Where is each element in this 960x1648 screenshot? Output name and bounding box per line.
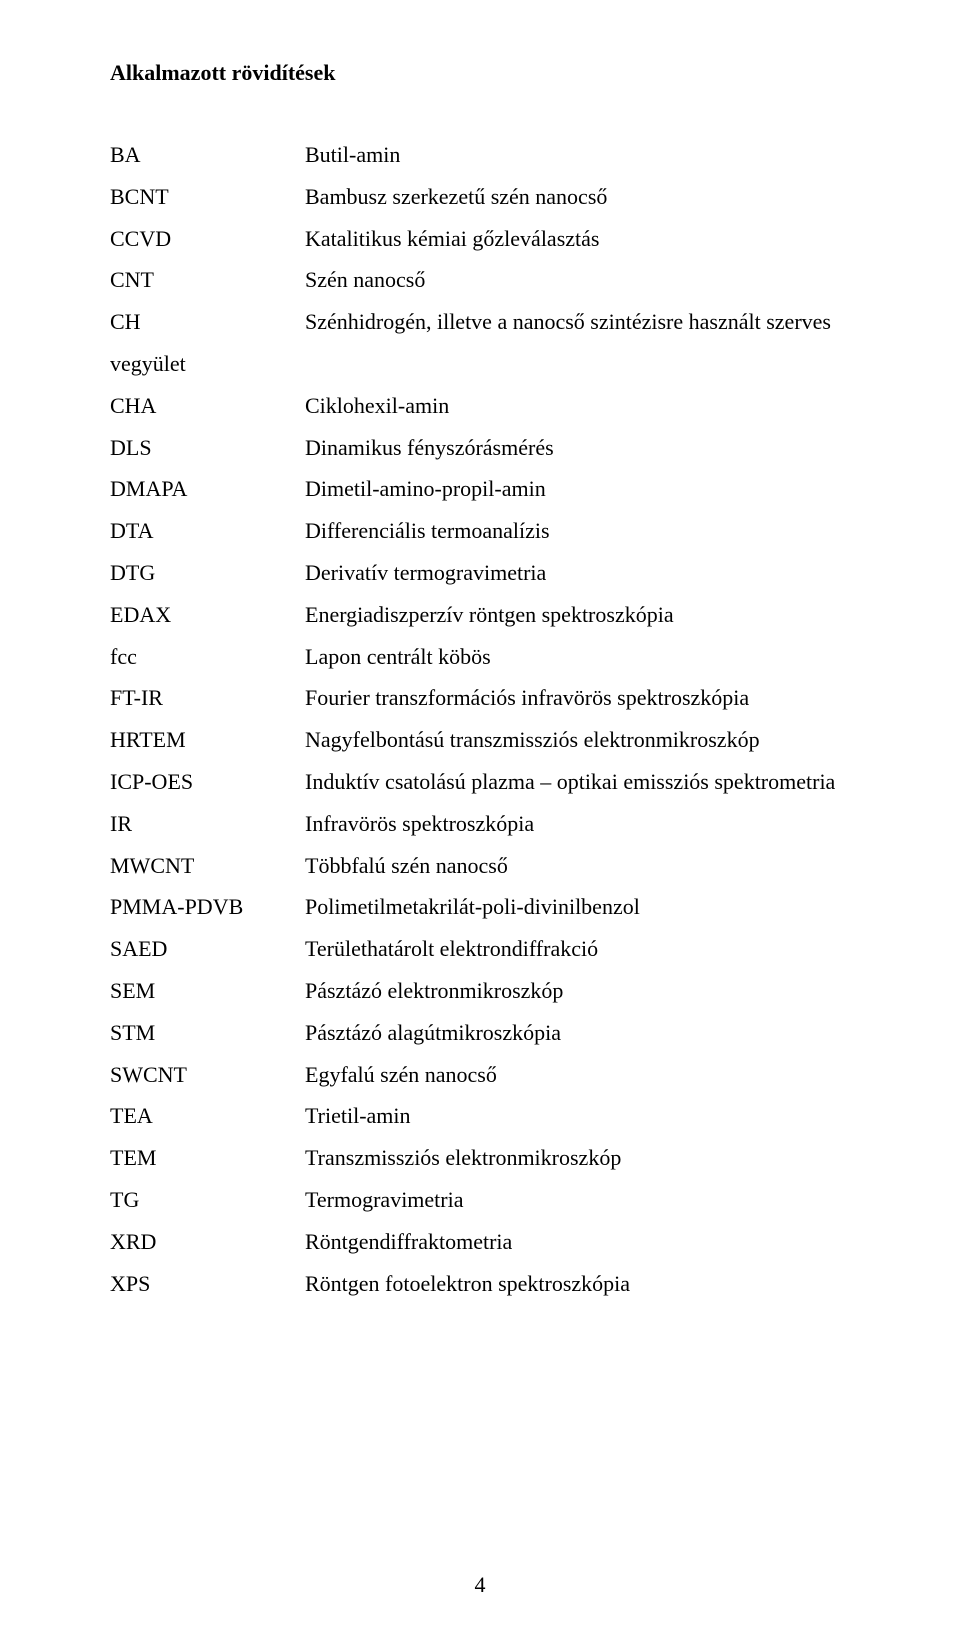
abbreviation-term: CHA [110, 385, 305, 427]
abbreviation-row: CCVDKatalitikus kémiai gőzleválasztás [110, 218, 850, 260]
abbreviation-term: HRTEM [110, 719, 305, 761]
abbreviation-definition: Dinamikus fényszórásmérés [305, 427, 850, 469]
page-number: 4 [0, 1572, 960, 1598]
abbreviation-term: BCNT [110, 176, 305, 218]
abbreviation-definition: Dimetil-amino-propil-amin [305, 468, 850, 510]
abbreviation-row: TEMTranszmissziós elektronmikroszkóp [110, 1137, 850, 1179]
abbreviation-row: DMAPADimetil-amino-propil-amin [110, 468, 850, 510]
abbreviation-term: SWCNT [110, 1054, 305, 1096]
abbreviation-definition: Infravörös spektroszkópia [305, 803, 850, 845]
abbreviation-definition: Katalitikus kémiai gőzleválasztás [305, 218, 850, 260]
abbreviation-definition: Transzmissziós elektronmikroszkóp [305, 1137, 850, 1179]
abbreviation-row: fccLapon centrált köbös [110, 636, 850, 678]
abbreviation-definition: Pásztázó alagútmikroszkópia [305, 1012, 850, 1054]
abbreviation-row: DTGDerivatív termogravimetria [110, 552, 850, 594]
abbreviation-row: SEMPásztázó elektronmikroszkóp [110, 970, 850, 1012]
abbreviation-term: FT-IR [110, 677, 305, 719]
abbreviation-row: CHSzénhidrogén, illetve a nanocső szinté… [110, 301, 850, 343]
abbreviation-term: fcc [110, 636, 305, 678]
abbreviation-term: SAED [110, 928, 305, 970]
abbreviation-term: XRD [110, 1221, 305, 1263]
abbreviation-definition: Derivatív termogravimetria [305, 552, 850, 594]
abbreviation-definition: Induktív csatolású plazma – optikai emis… [305, 761, 850, 803]
abbreviation-row: IRInfravörös spektroszkópia [110, 803, 850, 845]
abbreviation-term: DLS [110, 427, 305, 469]
abbreviation-definition: Többfalú szén nanocső [305, 845, 850, 887]
abbreviation-definition: Differenciális termoanalízis [305, 510, 850, 552]
abbreviation-definition: Ciklohexil-amin [305, 385, 850, 427]
abbreviation-term: BA [110, 134, 305, 176]
abbreviation-row: STMPásztázó alagútmikroszkópia [110, 1012, 850, 1054]
abbreviation-row: ICP-OESInduktív csatolású plazma – optik… [110, 761, 850, 803]
abbreviation-row: EDAXEnergiadiszperzív röntgen spektroszk… [110, 594, 850, 636]
abbreviation-definition: Röntgen fotoelektron spektroszkópia [305, 1263, 850, 1305]
abbreviation-term: DTG [110, 552, 305, 594]
abbreviation-definition: Fourier transzformációs infravörös spekt… [305, 677, 850, 719]
abbreviation-term: vegyület [110, 343, 305, 385]
abbreviation-row: DLSDinamikus fényszórásmérés [110, 427, 850, 469]
abbreviation-term: IR [110, 803, 305, 845]
abbreviation-row: TGTermogravimetria [110, 1179, 850, 1221]
abbreviation-definition: Lapon centrált köbös [305, 636, 850, 678]
abbreviation-term: PMMA-PDVB [110, 886, 305, 928]
abbreviation-definition: Röntgendiffraktometria [305, 1221, 850, 1263]
abbreviation-definition: Pásztázó elektronmikroszkóp [305, 970, 850, 1012]
page-title: Alkalmazott rövidítések [110, 60, 850, 86]
abbreviation-definition: Egyfalú szén nanocső [305, 1054, 850, 1096]
abbreviation-row: XRDRöntgendiffraktometria [110, 1221, 850, 1263]
abbreviation-row: SWCNTEgyfalú szén nanocső [110, 1054, 850, 1096]
abbreviation-term: EDAX [110, 594, 305, 636]
abbreviation-definition: Nagyfelbontású transzmissziós elektronmi… [305, 719, 850, 761]
abbreviations-list: BAButil-aminBCNTBambusz szerkezetű szén … [110, 134, 850, 1304]
abbreviation-definition: Bambusz szerkezetű szén nanocső [305, 176, 850, 218]
abbreviation-row: DTADifferenciális termoanalízis [110, 510, 850, 552]
abbreviation-row: MWCNTTöbbfalú szén nanocső [110, 845, 850, 887]
abbreviation-term: ICP-OES [110, 761, 305, 803]
abbreviation-term: SEM [110, 970, 305, 1012]
abbreviation-row: BAButil-amin [110, 134, 850, 176]
abbreviation-definition: Polimetilmetakrilát-poli-divinilbenzol [305, 886, 850, 928]
abbreviation-term: XPS [110, 1263, 305, 1305]
abbreviation-row: vegyület [110, 343, 850, 385]
abbreviation-term: DMAPA [110, 468, 305, 510]
abbreviation-definition: Energiadiszperzív röntgen spektroszkópia [305, 594, 850, 636]
abbreviation-term: MWCNT [110, 845, 305, 887]
abbreviation-term: CCVD [110, 218, 305, 260]
document-page: Alkalmazott rövidítések BAButil-aminBCNT… [0, 0, 960, 1648]
abbreviation-term: TEM [110, 1137, 305, 1179]
abbreviation-row: CNTSzén nanocső [110, 259, 850, 301]
abbreviation-definition: Szénhidrogén, illetve a nanocső szintézi… [305, 301, 850, 343]
abbreviation-definition: Területhatárolt elektrondiffrakció [305, 928, 850, 970]
abbreviation-term: DTA [110, 510, 305, 552]
abbreviation-row: CHACiklohexil-amin [110, 385, 850, 427]
abbreviation-definition: Butil-amin [305, 134, 850, 176]
abbreviation-definition: Trietil-amin [305, 1095, 850, 1137]
abbreviation-term: TG [110, 1179, 305, 1221]
abbreviation-term: CNT [110, 259, 305, 301]
abbreviation-term: TEA [110, 1095, 305, 1137]
abbreviation-definition: Szén nanocső [305, 259, 850, 301]
abbreviation-row: TEATrietil-amin [110, 1095, 850, 1137]
abbreviation-row: SAEDTerülethatárolt elektrondiffrakció [110, 928, 850, 970]
abbreviation-term: STM [110, 1012, 305, 1054]
abbreviation-definition: Termogravimetria [305, 1179, 850, 1221]
abbreviation-term: CH [110, 301, 305, 343]
abbreviation-row: XPSRöntgen fotoelektron spektroszkópia [110, 1263, 850, 1305]
abbreviation-row: FT-IRFourier transzformációs infravörös … [110, 677, 850, 719]
abbreviation-row: BCNTBambusz szerkezetű szén nanocső [110, 176, 850, 218]
abbreviation-row: HRTEMNagyfelbontású transzmissziós elekt… [110, 719, 850, 761]
abbreviation-row: PMMA-PDVBPolimetilmetakrilát-poli-divini… [110, 886, 850, 928]
